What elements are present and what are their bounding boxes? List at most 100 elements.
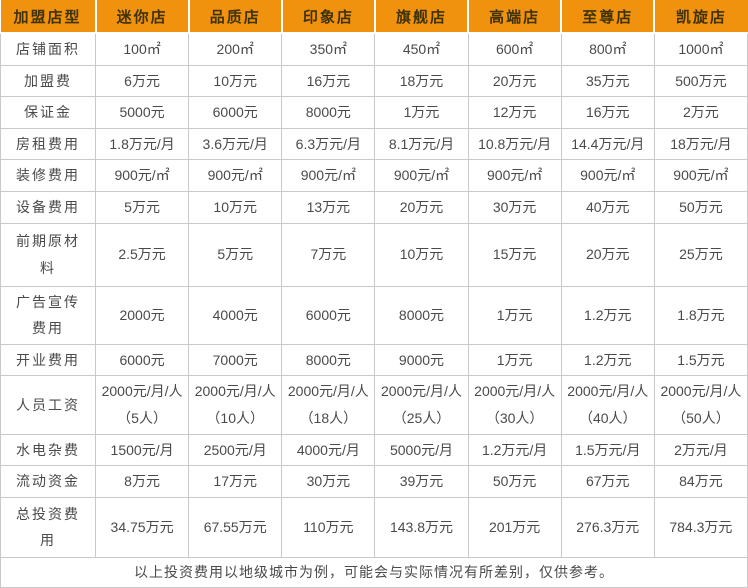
value-cell: 100㎡ bbox=[94, 32, 190, 66]
value-cell: 16万元 bbox=[560, 96, 655, 129]
row-label: 开业费用 bbox=[0, 343, 96, 377]
header-cell-store: 印象店 bbox=[280, 0, 376, 34]
value-cell: 10万元 bbox=[374, 222, 469, 287]
value-cell: 1000㎡ bbox=[653, 32, 748, 66]
table-row: 加盟费 6万元 10万元 16万元 18万元 20万元 35万元 500万元 bbox=[0, 64, 748, 98]
value-cell: 67万元 bbox=[560, 465, 655, 498]
value-cell: 9000元 bbox=[374, 343, 469, 377]
value-cell: 5万元 bbox=[188, 222, 283, 287]
value-cell: 84万元 bbox=[653, 465, 748, 498]
value-cell: 900元/㎡ bbox=[467, 159, 562, 192]
table-row: 装修费用 900元/㎡ 900元/㎡ 900元/㎡ 900元/㎡ 900元/㎡ 900元/㎡… bbox=[0, 159, 748, 192]
value-cell: 201万元 bbox=[467, 496, 562, 558]
table-row: 前期原材料 2.5万元 5万元 7万元 10万元 15万元 20万元 25万元 bbox=[0, 222, 748, 287]
value-cell: 8.1万元/月 bbox=[374, 127, 469, 161]
value-cell: 5000元/月 bbox=[374, 433, 469, 467]
value-cell: 5万元 bbox=[94, 190, 190, 224]
value-cell: 20万元 bbox=[374, 190, 469, 224]
value-cell: 1.5万元 bbox=[653, 343, 748, 377]
value-cell: 30万元 bbox=[281, 465, 376, 498]
value-cell: 25万元 bbox=[653, 222, 748, 287]
value-cell: 1.2万元 bbox=[560, 285, 655, 345]
row-label: 装修费用 bbox=[0, 159, 96, 192]
row-label: 保证金 bbox=[0, 96, 96, 129]
value-cell: 1500元/月 bbox=[94, 433, 190, 467]
value-cell: 10万元 bbox=[188, 64, 283, 98]
value-cell: 4000元/月 bbox=[281, 433, 376, 467]
value-cell: 2500元/月 bbox=[188, 433, 283, 467]
value-cell: 3.6万元/月 bbox=[188, 127, 283, 161]
value-cell: 6000元 bbox=[94, 343, 190, 377]
row-label: 前期原材料 bbox=[0, 222, 96, 287]
row-label: 设备费用 bbox=[0, 190, 96, 224]
value-cell: 1万元 bbox=[467, 285, 562, 345]
value-cell: 30万元 bbox=[467, 190, 562, 224]
value-cell: 2万元 bbox=[653, 96, 748, 129]
row-label: 总投资费用 bbox=[0, 496, 96, 558]
value-cell: 4000元 bbox=[188, 285, 283, 345]
value-cell: 900元/㎡ bbox=[560, 159, 655, 192]
value-cell: 1.8万元/月 bbox=[94, 127, 190, 161]
value-cell: 900元/㎡ bbox=[94, 159, 190, 192]
value-cell: 450㎡ bbox=[374, 32, 469, 66]
table-row: 广告宣传费用 2000元 4000元 6000元 8000元 1万元 1.2万元 1.8万元 bbox=[0, 285, 748, 345]
value-cell: 110万元 bbox=[281, 496, 376, 558]
header-cell-row-label: 加盟店型 bbox=[0, 0, 97, 34]
value-cell: 350㎡ bbox=[281, 32, 376, 66]
value-cell: 900元/㎡ bbox=[653, 159, 748, 192]
table-row: 房租费用 1.8万元/月 3.6万元/月 6.3万元/月 8.1万元/月 10.8万元/月… bbox=[0, 127, 748, 161]
value-cell: 39万元 bbox=[374, 465, 469, 498]
value-cell: 8000元 bbox=[281, 96, 376, 129]
value-cell: 2000元/月/人 （18人） bbox=[281, 375, 376, 435]
table-row: 总投资费用 34.75万元 67.55万元 110万元 143.8万元 201万元 276.… bbox=[0, 496, 748, 558]
value-cell: 8000元 bbox=[374, 285, 469, 345]
value-cell: 15万元 bbox=[467, 222, 562, 287]
row-label: 人员工资 bbox=[0, 375, 96, 435]
value-cell: 2000元/月/人 （25人） bbox=[374, 375, 469, 435]
value-cell: 8000元 bbox=[281, 343, 376, 377]
value-cell: 20万元 bbox=[467, 64, 562, 98]
header-cell-store: 旗舰店 bbox=[373, 0, 470, 34]
table-row: 流动资金 8万元 17万元 30万元 39万元 50万元 67万元 84万元 bbox=[0, 465, 748, 498]
value-cell: 6000元 bbox=[188, 96, 283, 129]
value-cell: 784.3万元 bbox=[653, 496, 748, 558]
row-label: 加盟费 bbox=[0, 64, 96, 98]
value-cell: 12万元 bbox=[467, 96, 562, 129]
header-cell-store: 高端店 bbox=[467, 0, 563, 34]
value-cell: 18万元/月 bbox=[653, 127, 748, 161]
row-label: 广告宣传费用 bbox=[0, 285, 96, 345]
value-cell: 35万元 bbox=[560, 64, 655, 98]
value-cell: 40万元 bbox=[560, 190, 655, 224]
value-cell: 6000元 bbox=[281, 285, 376, 345]
value-cell: 2000元/月/人 （5人） bbox=[94, 375, 190, 435]
value-cell: 1万元 bbox=[467, 343, 562, 377]
table-row: 保证金 5000元 6000元 8000元 1万元 12万元 16万元 2万元 bbox=[0, 96, 748, 129]
value-cell: 2.5万元 bbox=[94, 222, 190, 287]
value-cell: 18万元 bbox=[374, 64, 469, 98]
value-cell: 6万元 bbox=[94, 64, 190, 98]
value-cell: 17万元 bbox=[188, 465, 283, 498]
value-cell: 2000元/月/人 （30人） bbox=[467, 375, 562, 435]
value-cell: 1.8万元 bbox=[653, 285, 748, 345]
value-cell: 500万元 bbox=[653, 64, 748, 98]
row-label: 水电杂费 bbox=[0, 433, 96, 467]
value-cell: 16万元 bbox=[281, 64, 376, 98]
value-cell: 10万元 bbox=[188, 190, 283, 224]
value-cell: 1.2万元 bbox=[560, 343, 655, 377]
value-cell: 67.55万元 bbox=[188, 496, 283, 558]
table-row: 开业费用 6000元 7000元 8000元 9000元 1万元 1.2万元 1.5万元 bbox=[0, 343, 748, 377]
row-label: 流动资金 bbox=[0, 465, 96, 498]
value-cell: 2000元 bbox=[94, 285, 190, 345]
value-cell: 8万元 bbox=[94, 465, 190, 498]
value-cell: 600㎡ bbox=[467, 32, 562, 66]
footer-row: 以上投资费用以地级城市为例，可能会与实际情况有所差别，仅供参考。 bbox=[0, 556, 748, 588]
value-cell: 50万元 bbox=[653, 190, 748, 224]
value-cell: 34.75万元 bbox=[94, 496, 190, 558]
value-cell: 6.3万元/月 bbox=[281, 127, 376, 161]
value-cell: 10.8万元/月 bbox=[467, 127, 562, 161]
value-cell: 7万元 bbox=[281, 222, 376, 287]
value-cell: 800㎡ bbox=[560, 32, 655, 66]
value-cell: 1.5万元/月 bbox=[560, 433, 655, 467]
value-cell: 200㎡ bbox=[188, 32, 283, 66]
